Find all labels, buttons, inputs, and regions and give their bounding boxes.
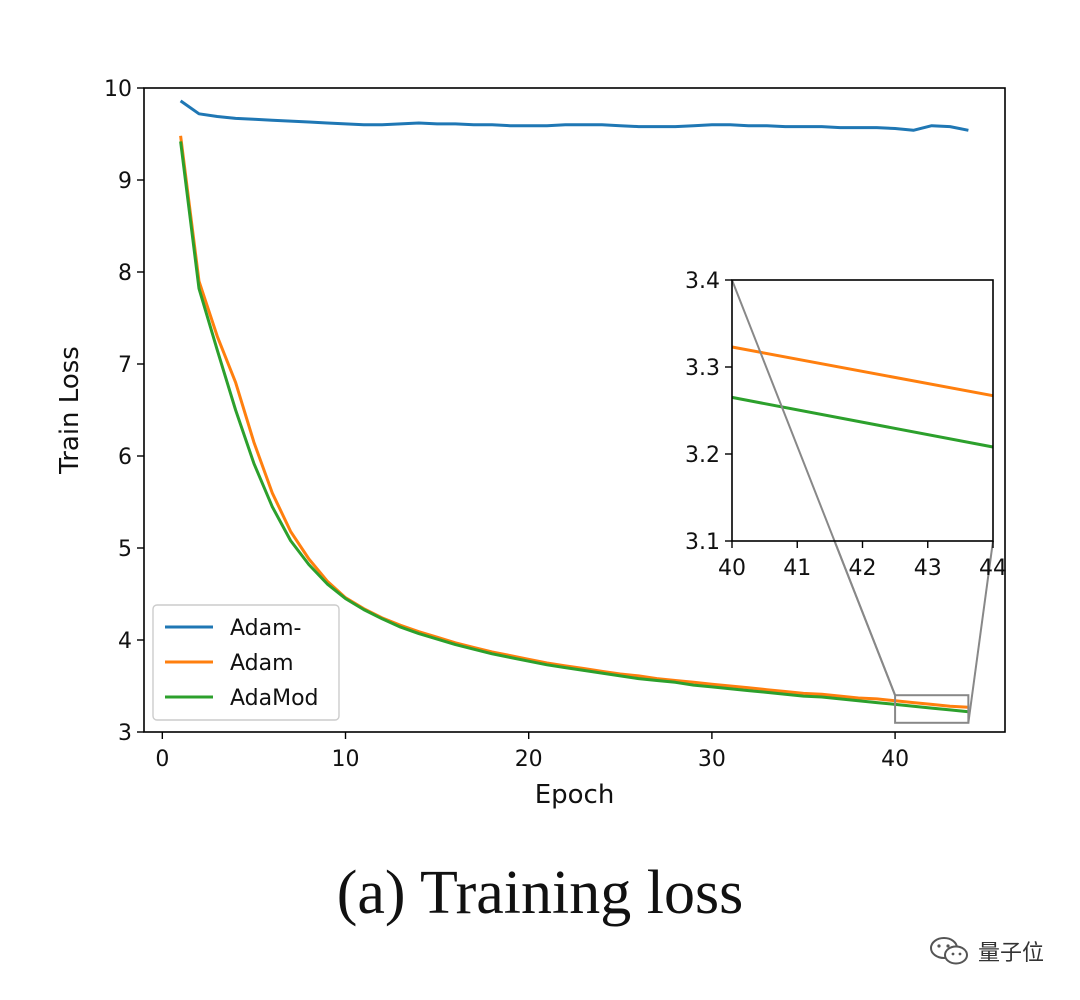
inset-x-tick-label: 42 <box>849 556 877 581</box>
x-tick-label: 40 <box>881 747 909 772</box>
x-axis-title: Epoch <box>535 780 615 810</box>
y-tick-label: 3 <box>118 721 132 746</box>
inset-line-adamod <box>731 395 994 449</box>
watermark: 量子位 <box>928 934 1044 968</box>
y-tick-label: 6 <box>118 445 132 470</box>
legend-box <box>152 604 340 721</box>
legend: Adam- Adam AdaMod <box>152 604 340 721</box>
inset-x-tick-label: 40 <box>718 556 746 581</box>
series-line-adam <box>179 99 969 132</box>
inset-background <box>732 280 993 541</box>
zoom-box <box>894 694 970 724</box>
legend-label: Adam- <box>230 616 301 641</box>
x-tick-label: 20 <box>515 747 543 772</box>
plot-frame <box>143 87 1006 733</box>
zoom-connector-line <box>967 540 994 723</box>
inset-x-tick-label: 41 <box>783 556 811 581</box>
y-tick-label: 8 <box>118 261 132 286</box>
y-tick-label: 10 <box>104 77 132 102</box>
wechat-icon <box>929 937 968 965</box>
y-tick-label: 4 <box>118 629 132 654</box>
x-tick-label: 0 <box>155 747 169 772</box>
y-axis-title: Train Loss <box>55 346 85 475</box>
x-tick-label: 10 <box>332 747 360 772</box>
inset-y-tick-label: 3.3 <box>685 356 720 381</box>
inset-line-adam <box>731 345 994 398</box>
x-tick-label: 30 <box>698 747 726 772</box>
figure-caption: (a) Training loss <box>336 859 744 927</box>
zoom-connector-overlay <box>731 279 897 696</box>
legend-label: AdaMod <box>230 686 319 711</box>
y-tick-label: 5 <box>118 537 132 562</box>
inset-x-tick-label: 44 <box>979 556 1007 581</box>
inset-x-tick-label: 43 <box>914 556 942 581</box>
inset-y-tick-label: 3.2 <box>685 443 720 468</box>
legend-label: Adam <box>230 651 294 676</box>
inset-y-tick-label: 3.4 <box>685 269 720 294</box>
watermark-text: 量子位 <box>977 941 1044 966</box>
inset-plot-area: 40 41 42 43 44 3.1 3.2 3.3 3.4 <box>685 269 1007 723</box>
series-line-adamod <box>179 141 969 714</box>
y-tick-label: 7 <box>118 353 132 378</box>
y-tick-label: 9 <box>118 169 132 194</box>
inset-y-tick-label: 3.1 <box>685 530 720 555</box>
series-line-adam <box>179 135 969 709</box>
